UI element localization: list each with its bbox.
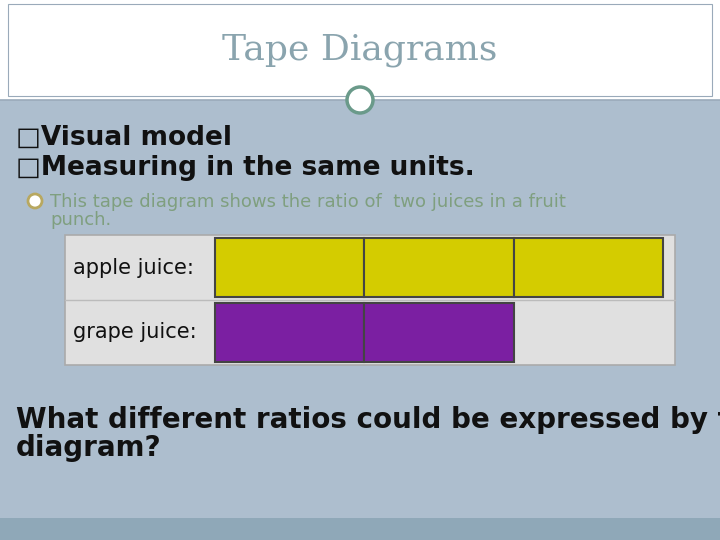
Bar xyxy=(364,238,513,297)
Text: punch.: punch. xyxy=(50,211,112,229)
Text: This tape diagram shows the ratio of  two juices in a fruit: This tape diagram shows the ratio of two… xyxy=(50,193,566,211)
Bar xyxy=(364,303,513,362)
Bar xyxy=(215,303,364,362)
Text: □Visual model: □Visual model xyxy=(16,125,232,151)
Bar xyxy=(0,518,720,540)
Bar xyxy=(215,238,364,297)
Text: □Measuring in the same units.: □Measuring in the same units. xyxy=(16,155,474,181)
Bar xyxy=(0,0,720,100)
Bar xyxy=(65,235,675,365)
Circle shape xyxy=(347,87,373,113)
Text: Tape Diagrams: Tape Diagrams xyxy=(222,33,498,67)
Bar xyxy=(513,238,663,297)
Text: apple juice:: apple juice: xyxy=(73,258,194,278)
Circle shape xyxy=(28,194,42,208)
Text: What different ratios could be expressed by the tape: What different ratios could be expressed… xyxy=(16,406,720,434)
Text: grape juice:: grape juice: xyxy=(73,322,197,342)
Bar xyxy=(0,100,720,518)
Text: diagram?: diagram? xyxy=(16,434,161,462)
Bar xyxy=(8,4,712,96)
